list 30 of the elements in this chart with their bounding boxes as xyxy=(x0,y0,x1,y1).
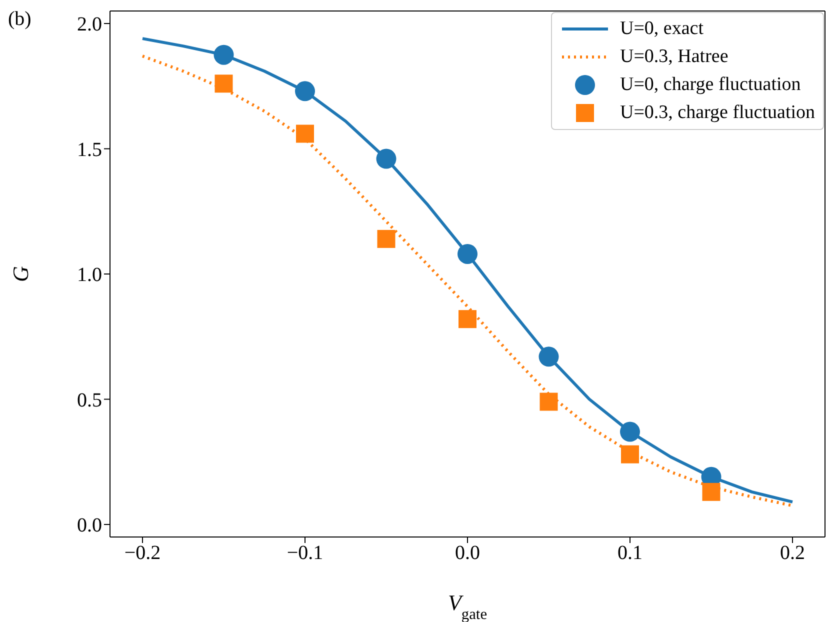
point xyxy=(621,445,639,464)
x-tick-label: −0.1 xyxy=(286,542,324,564)
legend-label: U=0, exact xyxy=(620,18,704,40)
y-axis-title: G xyxy=(8,266,33,282)
x-axis-title: V$_{gate}$ xyxy=(448,590,488,622)
y-tick-label: 1.5 xyxy=(77,138,102,161)
point xyxy=(702,482,720,501)
point xyxy=(458,310,476,328)
point xyxy=(296,124,314,143)
text: (b) xyxy=(8,8,32,31)
legend-label: U=0.3, charge fluctuation xyxy=(620,102,815,124)
point xyxy=(214,74,233,93)
point xyxy=(538,346,559,367)
point xyxy=(620,422,640,442)
point xyxy=(376,148,396,169)
point xyxy=(458,244,478,264)
x-tick-label: 0.1 xyxy=(618,542,642,564)
x-tick-label: 0.0 xyxy=(455,542,480,564)
legend-label: U=0.3, Hatree xyxy=(620,46,728,68)
point xyxy=(540,392,558,411)
point xyxy=(295,81,315,102)
x-tick-label: −0.2 xyxy=(124,542,161,564)
y-tick-label: 2.0 xyxy=(77,14,102,36)
y-tick-label: 1.0 xyxy=(77,264,102,286)
point xyxy=(214,44,234,65)
y-tick-label: 0.0 xyxy=(77,514,102,537)
x-tick-label: 0.2 xyxy=(780,542,805,564)
point xyxy=(377,230,396,248)
y-tick-label: 0.5 xyxy=(77,389,102,412)
legend-label: U=0, charge fluctuation xyxy=(620,74,801,96)
